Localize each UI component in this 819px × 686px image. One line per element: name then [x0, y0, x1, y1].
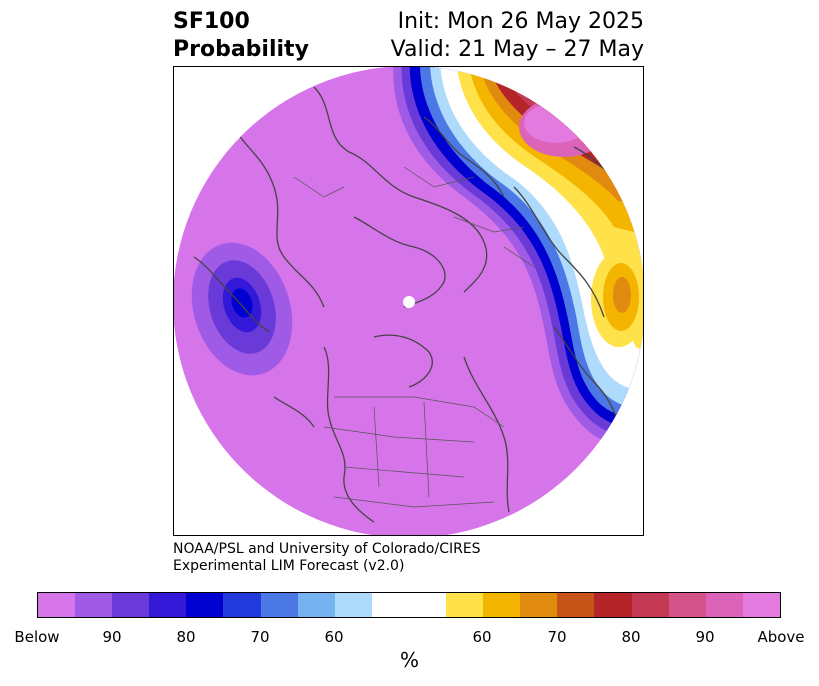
colorbar-tick-label: 70 — [547, 628, 567, 646]
country-borders — [293, 166, 535, 508]
colorbar-tick-label: 60 — [324, 628, 344, 646]
colorbar-segment — [75, 593, 113, 617]
valid-period-text: Valid: 21 May – 27 May — [390, 37, 644, 62]
colorbar-segment — [483, 593, 521, 617]
polar-map — [173, 66, 644, 536]
colorbar-segment — [594, 593, 632, 617]
colorbar-segment — [334, 593, 372, 617]
init-date-text: Init: Mon 26 May 2025 — [397, 9, 644, 34]
title-line-variable: SF100 — [173, 9, 250, 34]
colorbar-segment — [557, 593, 595, 617]
colorbar-segment — [446, 593, 484, 617]
colorbar-tick-label: 90 — [695, 628, 715, 646]
colorbar-tick-label: 80 — [176, 628, 196, 646]
colorbar-segment — [631, 593, 669, 617]
colorbar-segment — [186, 593, 224, 617]
colorbar-segment — [668, 593, 706, 617]
colorbar-tick-label: 90 — [102, 628, 122, 646]
colorbar-tick-label: 80 — [621, 628, 641, 646]
colorbar-segment — [112, 593, 150, 617]
colorbar-segment — [38, 593, 76, 617]
colorbar-segment — [149, 593, 187, 617]
colorbar-segment — [260, 593, 298, 617]
figure-title: SF100 Probability — [173, 8, 309, 64]
colorbar-segment — [223, 593, 261, 617]
credit-text: NOAA/PSL and University of Colorado/CIRE… — [173, 541, 481, 575]
probability-colorbar — [37, 592, 781, 618]
credit-line-1: NOAA/PSL and University of Colorado/CIRE… — [173, 541, 481, 557]
colorbar-tick-label: Below — [14, 628, 60, 646]
colorbar-tick-label: Above — [757, 628, 805, 646]
west-anomaly-core — [231, 288, 253, 318]
band-pink-peak — [524, 103, 588, 143]
colorbar-unit-label: % — [399, 648, 419, 672]
colorbar-segment — [742, 593, 780, 617]
credit-line-2: Experimental LIM Forecast (v2.0) — [173, 558, 405, 574]
colorbar-segment — [705, 593, 743, 617]
lobe-orange — [613, 277, 631, 313]
pole-marker — [403, 296, 415, 308]
polar-map-svg — [174, 67, 643, 535]
colorbar-tick-label: 70 — [250, 628, 270, 646]
colorbar-tick-label: 60 — [472, 628, 492, 646]
forecast-dates: Init: Mon 26 May 2025 Valid: 21 May – 27… — [391, 8, 644, 64]
colorbar-segment — [520, 593, 558, 617]
colorbar-segment — [297, 593, 335, 617]
title-line-probability: Probability — [173, 37, 309, 62]
colorbar-segment — [371, 593, 447, 617]
